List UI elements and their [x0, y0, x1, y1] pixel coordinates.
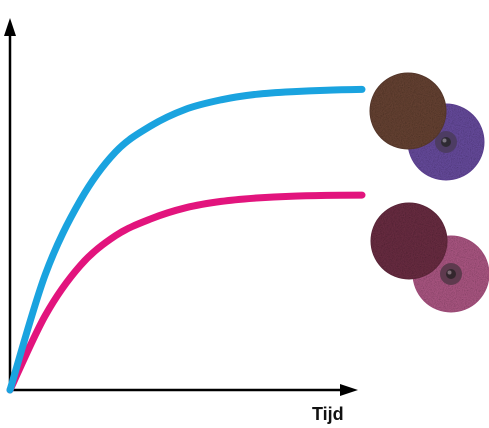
- x-axis-arrowhead: [340, 384, 358, 396]
- x-axis-label: Tijd: [312, 404, 344, 424]
- series-layer: [6, 85, 366, 394]
- x-axis: [10, 384, 358, 396]
- brown-disc: [369, 72, 447, 150]
- maroon-and-pink-sanding-disc-icon: [370, 202, 489, 313]
- series-line-2: [6, 191, 366, 394]
- maroon-disc: [370, 202, 448, 280]
- y-axis: [4, 18, 16, 390]
- series-line-1: [6, 85, 366, 394]
- y-axis-arrowhead: [4, 18, 16, 36]
- brown-and-purple-sanding-disc-icon: [369, 72, 485, 181]
